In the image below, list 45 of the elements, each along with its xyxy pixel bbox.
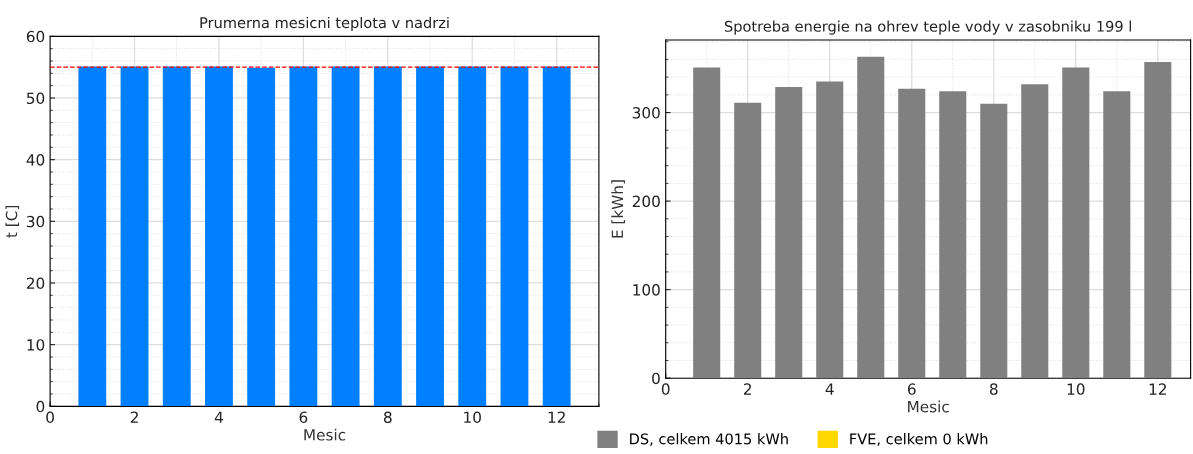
x-tick-label: 10: [1067, 383, 1085, 395]
bar: [775, 86, 803, 379]
y-axis-title: t [C]: [5, 205, 20, 238]
bar: [693, 67, 721, 379]
y-tick-label: 40: [26, 154, 45, 166]
x-axis-title: Mesic: [304, 428, 346, 441]
y-tick-label: 300: [632, 107, 660, 119]
bar: [1103, 91, 1131, 379]
legend-label: FVE, celkem 0 kWh: [850, 433, 988, 446]
y-tick-label: 100: [633, 284, 660, 296]
chart-title: Spotreba energie na ohrev teple vody v zasobniku 199 l: [724, 20, 1131, 35]
bar: [816, 81, 844, 379]
y-tick-label: 50: [26, 92, 45, 105]
x-tick-label: 4: [825, 383, 834, 395]
y-tick-label: 0: [652, 372, 660, 385]
y-tick-label: 0: [36, 400, 45, 413]
x-tick-label: 6: [907, 383, 916, 395]
bar: [734, 102, 762, 379]
x-tick-label: 12: [548, 411, 565, 423]
x-tick-label: 4: [214, 411, 223, 423]
x-tick-label: 2: [130, 411, 138, 423]
y-tick-label: 200: [632, 195, 660, 208]
x-tick-label: 8: [383, 411, 392, 424]
y-tick-label: 10: [27, 339, 45, 351]
chart-title: Prumerna mesicni teplota v nadrzi: [200, 16, 449, 32]
y-tick-label: 20: [26, 277, 45, 290]
bar: [980, 103, 1008, 379]
bar: [939, 91, 967, 379]
x-tick-label: 10: [464, 411, 481, 424]
x-tick-label: 12: [1149, 383, 1166, 395]
y-tick-label: 60: [26, 30, 45, 43]
x-tick-label: 0: [661, 383, 670, 395]
y-tick-label: 30: [26, 215, 45, 228]
bar: [1021, 84, 1049, 379]
x-tick-label: 2: [743, 383, 752, 395]
x-tick-label: 8: [989, 383, 998, 395]
x-tick-label: 6: [299, 411, 308, 424]
x-tick-label: 0: [46, 411, 54, 424]
bar: [1062, 67, 1090, 379]
bar: [898, 88, 926, 379]
y-axis-title: E [kWh]: [611, 180, 625, 238]
bar: [1144, 62, 1172, 379]
x-axis-title: Mesic: [908, 400, 949, 413]
bar: [857, 56, 885, 379]
legend-label: DS, celkem 4015 kWh: [630, 433, 788, 446]
